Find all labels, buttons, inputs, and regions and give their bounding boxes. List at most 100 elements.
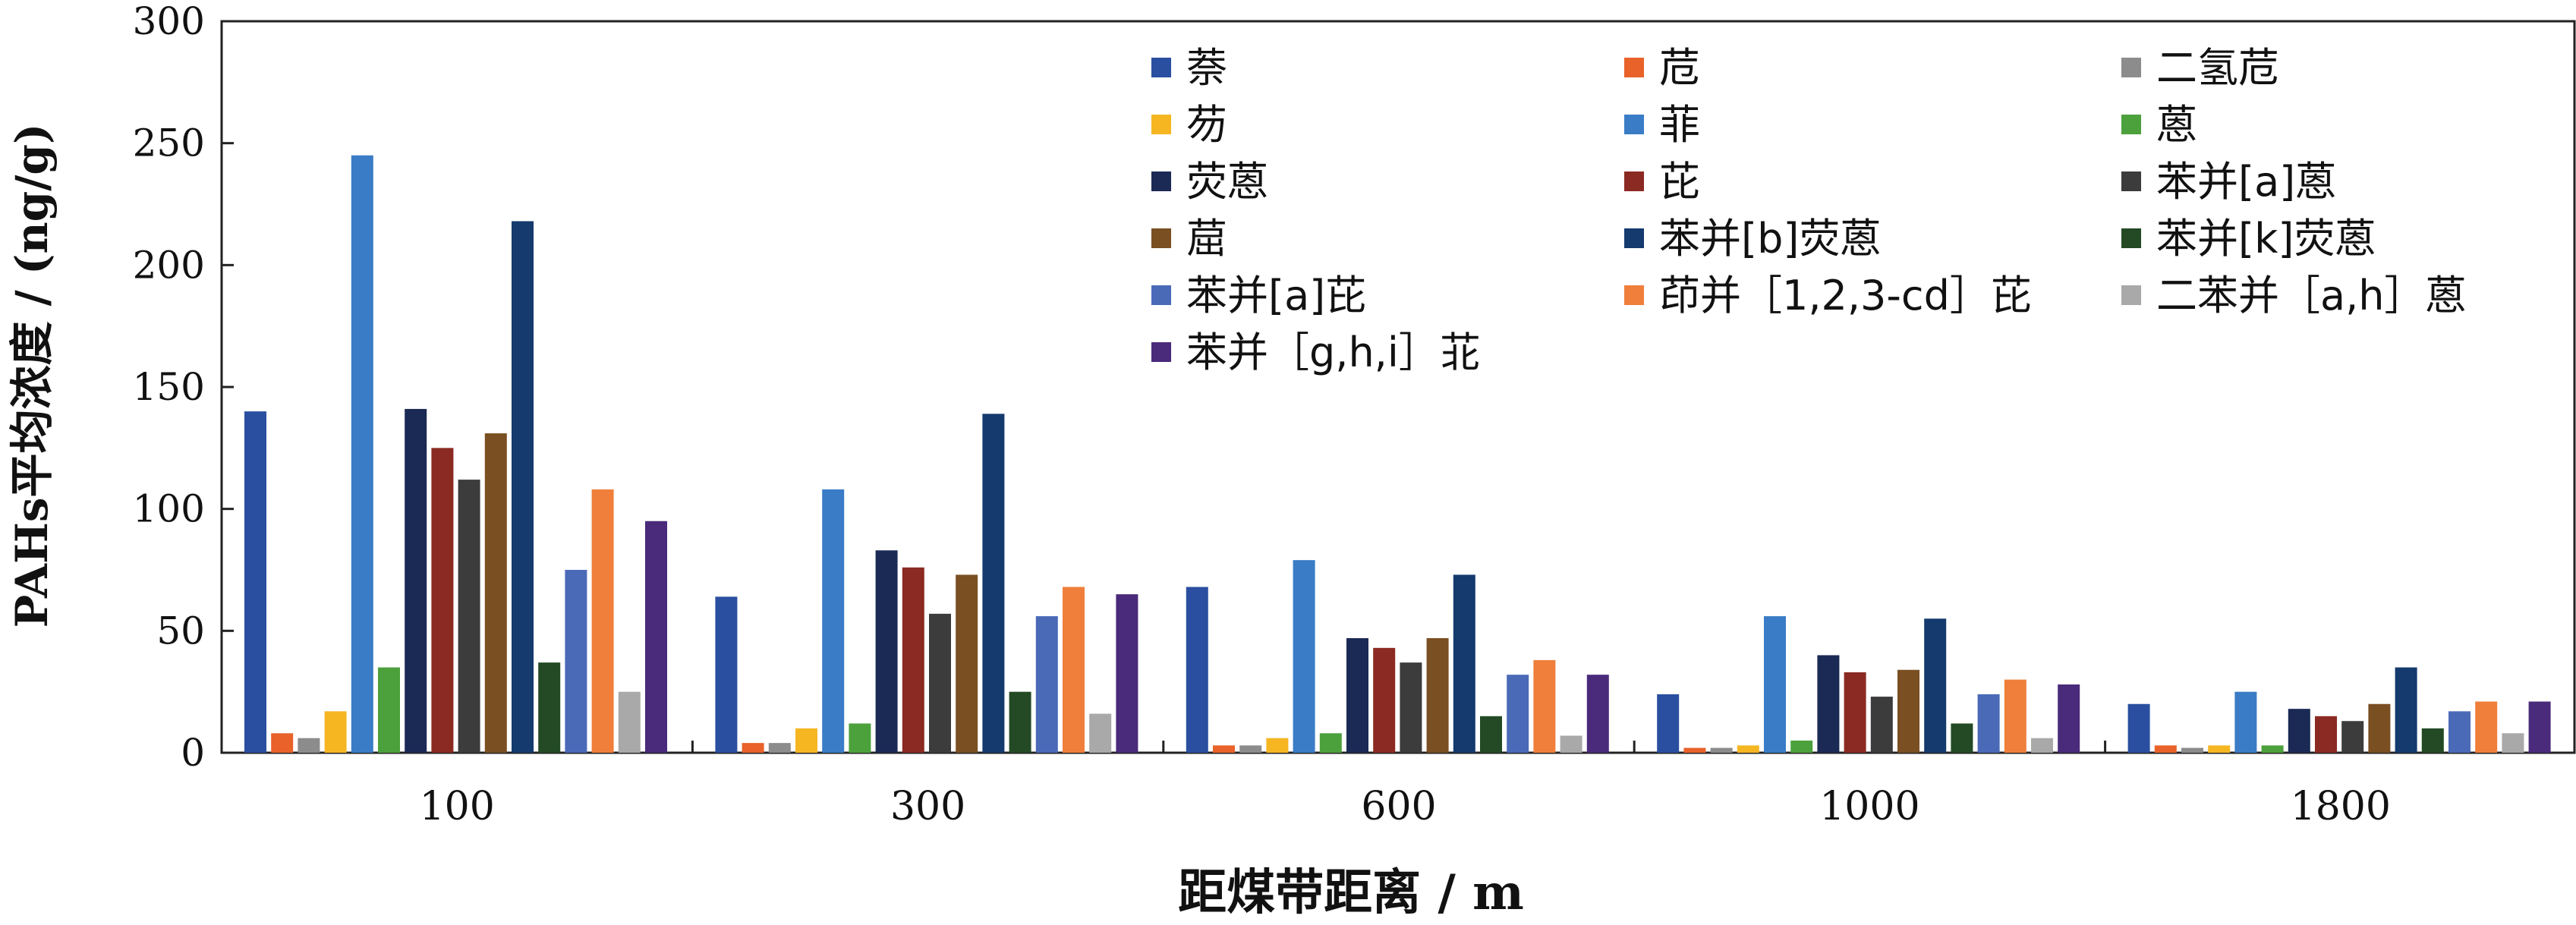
bar <box>875 550 898 753</box>
legend-swatch <box>2121 58 2141 77</box>
bar <box>1319 733 1342 753</box>
legend-label: 苯并[a]芘 <box>1186 272 1366 319</box>
legend-item: 荧蒽 <box>1151 158 1268 206</box>
bar-group-600 <box>1186 560 1609 753</box>
x-tick-label: 300 <box>890 784 965 829</box>
x-tick-label: 1800 <box>2291 784 2391 829</box>
legend-item: 苯并[k]荧蒽 <box>2121 215 2376 263</box>
bar <box>1951 723 1973 753</box>
legend-swatch <box>1151 115 1171 134</box>
legend-item: 二氢苊 <box>2121 44 2279 92</box>
legend-swatch <box>2121 115 2141 134</box>
bar <box>1870 697 1893 753</box>
legend-item: 苯并［g,h,i］苝 <box>1151 329 1481 376</box>
bar <box>2341 721 2364 753</box>
legend-label: 苯并［g,h,i］苝 <box>1186 329 1481 376</box>
bar <box>1426 637 1449 753</box>
bar <box>2421 728 2444 753</box>
bar <box>2261 745 2284 753</box>
legend-swatch <box>1624 285 1644 305</box>
legend-item: 苯并[a]蒽 <box>2121 158 2336 206</box>
legend-label: 苊 <box>1659 44 1700 92</box>
bar <box>1764 616 1786 753</box>
legend-item: 苊 <box>1624 44 1700 92</box>
legend-swatch <box>1151 285 1171 305</box>
y-tick-label: 250 <box>133 121 205 165</box>
bar <box>1977 694 2000 753</box>
bar <box>645 521 667 753</box>
legend-label: 苯并[k]荧蒽 <box>2156 215 2376 263</box>
y-tick-label: 0 <box>181 731 205 775</box>
bar <box>2058 684 2080 753</box>
legend-swatch <box>1151 171 1171 191</box>
legend-item: 苯并[b]荧蒽 <box>1624 215 1881 263</box>
legend-item: 苯并[a]芘 <box>1151 272 1366 319</box>
legend-item: 䓛 <box>1151 215 1227 263</box>
bar <box>324 711 347 753</box>
legend-label: 芴 <box>1186 101 1227 149</box>
bar <box>351 155 373 753</box>
legend-item: 芘 <box>1624 158 1700 206</box>
bar <box>1586 675 1609 753</box>
bar <box>271 733 294 753</box>
bar <box>2315 716 2337 753</box>
bar <box>512 221 534 753</box>
bar <box>2031 738 2053 753</box>
y-tick-label: 50 <box>156 609 205 653</box>
bar <box>1213 745 1235 753</box>
bar <box>1844 672 1866 753</box>
bar <box>2528 701 2551 753</box>
y-tick-label: 100 <box>133 487 205 531</box>
legend-swatch <box>1151 342 1171 362</box>
bar <box>1266 738 1289 753</box>
x-axis-ticks: 100 300 600 1000 1800 <box>420 741 2391 829</box>
bar <box>618 691 641 753</box>
legend-label: 荧蒽 <box>1186 158 1268 206</box>
bar <box>849 723 871 753</box>
bar <box>902 567 924 753</box>
bar <box>1035 616 1058 753</box>
bar-group-1800 <box>2127 667 2551 753</box>
bar <box>1373 647 1396 753</box>
bar <box>484 433 507 753</box>
legend-label: 芘 <box>1659 158 1700 206</box>
bar <box>956 574 978 753</box>
legend-label: 苯并[a]蒽 <box>2156 158 2336 206</box>
bar <box>1063 587 1085 753</box>
y-tick-label: 300 <box>133 0 205 43</box>
bar <box>2448 711 2471 753</box>
x-tick-label: 600 <box>1361 784 1436 829</box>
y-axis-ticks: 0 50 100 150 200 250 300 <box>133 0 234 775</box>
bar <box>458 480 480 753</box>
bar <box>1089 713 1112 753</box>
bar <box>1116 594 1138 753</box>
legend-swatch <box>1624 115 1644 134</box>
bar <box>2208 745 2231 753</box>
y-axis-title: PAHs平均浓度 / (ng/g) <box>6 124 58 628</box>
bar <box>2127 703 2150 753</box>
legend-item: 芴 <box>1151 101 1227 149</box>
legend-label: 蒽 <box>2156 101 2197 149</box>
y-tick-label: 150 <box>133 365 205 409</box>
legend-item: 菲 <box>1624 101 1700 149</box>
legend-label: 萘 <box>1186 44 1227 92</box>
x-tick-label: 1000 <box>1819 784 1919 829</box>
bar <box>538 662 561 753</box>
bar <box>742 743 764 753</box>
bar <box>1239 745 1262 753</box>
legend-label: 茚并［1,2,3-cd］芘 <box>1659 272 2032 319</box>
legend-swatch <box>2121 228 2141 248</box>
bar <box>2475 701 2498 753</box>
bar <box>822 489 845 753</box>
y-tick-label: 200 <box>133 243 205 287</box>
bar <box>1897 669 1919 753</box>
bar <box>1480 716 1502 753</box>
bar <box>1507 675 1529 753</box>
bar <box>378 667 400 753</box>
bar-group-100 <box>244 155 667 753</box>
bar <box>2181 747 2203 753</box>
bar <box>1737 745 1759 753</box>
legend-swatch <box>1624 58 1644 77</box>
